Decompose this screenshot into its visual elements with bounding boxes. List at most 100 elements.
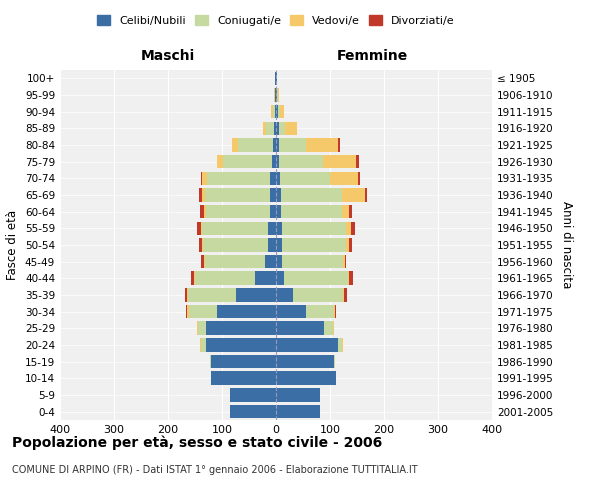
Bar bbox=[276, 322, 323, 335]
Bar bbox=[201, 222, 202, 235]
Bar bbox=[323, 155, 356, 168]
Bar bbox=[188, 305, 217, 318]
Y-axis label: Anni di nascita: Anni di nascita bbox=[560, 202, 573, 288]
Bar bbox=[263, 122, 266, 135]
Bar bbox=[211, 355, 276, 368]
Bar bbox=[274, 122, 276, 135]
Bar bbox=[276, 188, 281, 202]
Bar bbox=[256, 272, 276, 285]
Bar bbox=[276, 255, 283, 268]
Bar bbox=[276, 405, 320, 418]
Bar bbox=[280, 105, 284, 118]
Bar bbox=[334, 355, 335, 368]
Bar bbox=[194, 272, 195, 285]
Bar bbox=[191, 272, 194, 285]
Bar bbox=[203, 255, 205, 268]
Bar bbox=[338, 338, 343, 352]
Bar bbox=[202, 188, 205, 202]
Bar bbox=[217, 305, 276, 318]
Bar bbox=[185, 288, 187, 302]
Bar bbox=[272, 155, 276, 168]
Bar bbox=[276, 88, 277, 102]
Bar bbox=[356, 155, 359, 168]
Bar bbox=[199, 188, 202, 202]
Bar bbox=[350, 222, 355, 235]
Bar bbox=[269, 188, 276, 202]
Bar bbox=[276, 272, 284, 285]
Bar bbox=[343, 288, 344, 302]
Bar bbox=[344, 255, 346, 268]
Bar bbox=[206, 338, 276, 352]
Bar bbox=[349, 238, 352, 252]
Bar bbox=[205, 188, 269, 202]
Text: Femmine: Femmine bbox=[337, 48, 407, 62]
Bar bbox=[238, 138, 274, 152]
Bar bbox=[278, 155, 323, 168]
Bar bbox=[306, 138, 338, 152]
Bar bbox=[346, 222, 350, 235]
Bar bbox=[338, 138, 340, 152]
Bar bbox=[283, 255, 343, 268]
Bar bbox=[346, 238, 349, 252]
Bar bbox=[275, 105, 276, 118]
Bar bbox=[276, 355, 334, 368]
Bar bbox=[285, 122, 297, 135]
Bar bbox=[334, 305, 335, 318]
Bar bbox=[201, 172, 202, 185]
Bar bbox=[200, 338, 202, 352]
Bar bbox=[358, 172, 360, 185]
Bar bbox=[293, 288, 343, 302]
Bar bbox=[276, 138, 278, 152]
Bar bbox=[203, 238, 268, 252]
Bar bbox=[265, 255, 276, 268]
Bar bbox=[223, 155, 272, 168]
Bar bbox=[269, 172, 276, 185]
Bar bbox=[276, 388, 320, 402]
Bar bbox=[276, 305, 306, 318]
Bar bbox=[202, 238, 203, 252]
Bar bbox=[206, 322, 276, 335]
Bar bbox=[281, 188, 342, 202]
Bar bbox=[276, 172, 280, 185]
Bar bbox=[198, 322, 206, 335]
Bar bbox=[268, 238, 276, 252]
Bar bbox=[195, 272, 256, 285]
Bar bbox=[283, 222, 346, 235]
Bar bbox=[235, 288, 276, 302]
Bar bbox=[217, 155, 223, 168]
Bar bbox=[323, 322, 333, 335]
Bar bbox=[343, 255, 344, 268]
Bar bbox=[188, 288, 235, 302]
Bar bbox=[276, 372, 337, 385]
Bar bbox=[202, 172, 208, 185]
Bar bbox=[274, 138, 276, 152]
Text: Popolazione per età, sesso e stato civile - 2006: Popolazione per età, sesso e stato civil… bbox=[12, 435, 382, 450]
Bar bbox=[276, 338, 338, 352]
Bar bbox=[268, 222, 276, 235]
Text: COMUNE DI ARPINO (FR) - Dati ISTAT 1° gennaio 2006 - Elaborazione TUTTITALIA.IT: COMUNE DI ARPINO (FR) - Dati ISTAT 1° ge… bbox=[12, 465, 418, 475]
Bar bbox=[280, 172, 330, 185]
Bar bbox=[201, 255, 203, 268]
Bar bbox=[187, 288, 188, 302]
Y-axis label: Fasce di età: Fasce di età bbox=[7, 210, 19, 280]
Bar bbox=[365, 188, 367, 202]
Bar bbox=[210, 355, 211, 368]
Legend: Celibi/Nubili, Coniugati/e, Vedovi/e, Divorziati/e: Celibi/Nubili, Coniugati/e, Vedovi/e, Di… bbox=[93, 10, 459, 30]
Bar bbox=[202, 222, 268, 235]
Bar bbox=[230, 388, 276, 402]
Bar bbox=[349, 272, 353, 285]
Bar bbox=[211, 372, 276, 385]
Bar bbox=[284, 272, 348, 285]
Bar bbox=[276, 222, 283, 235]
Bar bbox=[278, 122, 285, 135]
Bar bbox=[266, 122, 274, 135]
Bar bbox=[276, 105, 278, 118]
Bar bbox=[208, 172, 269, 185]
Bar bbox=[306, 305, 334, 318]
Bar bbox=[271, 105, 273, 118]
Bar bbox=[230, 405, 276, 418]
Bar bbox=[344, 288, 347, 302]
Bar bbox=[278, 138, 306, 152]
Bar bbox=[330, 172, 358, 185]
Bar bbox=[276, 238, 283, 252]
